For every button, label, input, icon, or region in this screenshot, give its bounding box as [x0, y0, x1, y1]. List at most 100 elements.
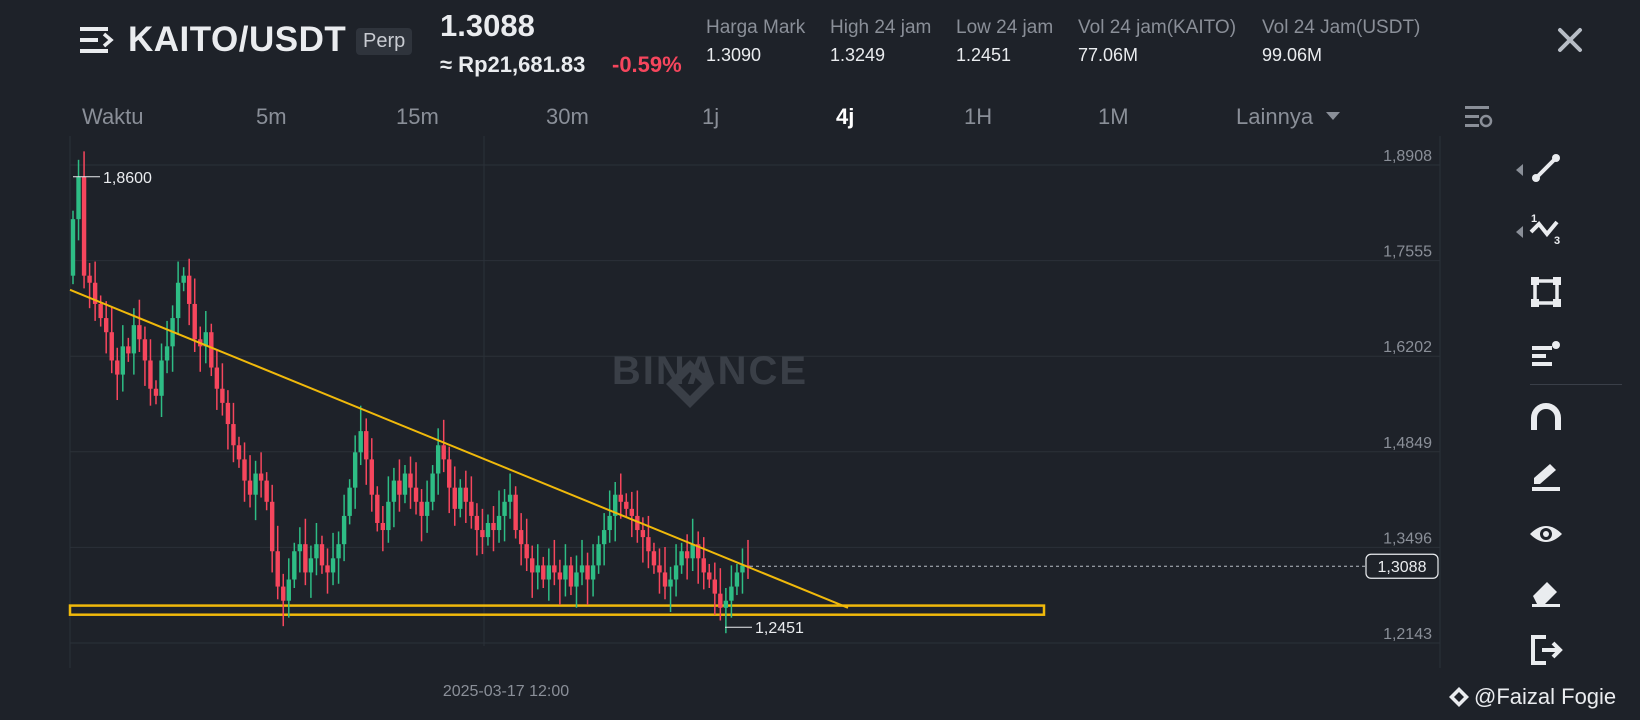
close-icon[interactable]: [1554, 24, 1586, 56]
high-24h-label: High 24 jam: [830, 17, 932, 38]
rectangle-icon[interactable]: [1528, 274, 1564, 310]
candle-body: [131, 325, 137, 354]
candle-body: [325, 565, 330, 573]
candle-body: [740, 565, 745, 573]
candle-body: [264, 480, 269, 502]
candlestick-chart[interactable]: BINANCE 1,89081,75551,62021,48491,34961,…: [0, 136, 1516, 720]
chevron-down-icon[interactable]: [1326, 112, 1340, 120]
candle-body: [718, 593, 723, 608]
candle-body: [115, 360, 120, 375]
candle-body: [397, 480, 402, 495]
candle-body: [635, 515, 640, 531]
candle-body: [380, 522, 386, 531]
last-price-tag: [1365, 553, 1439, 579]
candle-body: [275, 551, 280, 587]
candle-body: [640, 530, 646, 538]
expand-caret-icon[interactable]: [1516, 164, 1523, 176]
tab-30m[interactable]: 30m: [546, 104, 589, 129]
candle-body: [524, 544, 529, 559]
eraser-icon[interactable]: [1528, 574, 1564, 610]
credit-watermark: @Faizal Fogie: [1474, 684, 1617, 709]
tab-1h-day[interactable]: 1H: [964, 104, 993, 129]
candle-body: [109, 332, 114, 361]
candle-body: [662, 572, 668, 587]
candle-body: [159, 360, 164, 396]
exit-icon[interactable]: [1528, 632, 1564, 668]
candle-body: [712, 579, 718, 594]
candle-body: [181, 275, 186, 283]
y-axis-label: 1,8908: [1383, 148, 1432, 165]
candle-body: [137, 325, 142, 340]
candle-body: [574, 572, 579, 587]
candle-body: [369, 459, 374, 495]
contract-badge: Perp: [356, 28, 413, 55]
high-price-label: 1,8600: [103, 170, 152, 187]
tab-5m[interactable]: 5m: [256, 104, 287, 129]
tab-1j[interactable]: 1j: [702, 104, 720, 129]
trendline: [69, 288, 849, 609]
vol-kaito-label: Vol 24 jam(KAITO): [1078, 17, 1237, 38]
tab-1m-month[interactable]: 1M: [1098, 104, 1129, 129]
candle-body: [480, 530, 485, 538]
candle-body: [513, 494, 518, 531]
candle-body: [341, 515, 347, 545]
candle-body: [391, 480, 397, 502]
candle-body: [657, 565, 662, 573]
chart-grid: [69, 136, 1441, 668]
candle-body: [734, 572, 740, 587]
svg-text:1: 1: [1531, 213, 1537, 225]
magnet-icon[interactable]: [1528, 400, 1564, 436]
low-24h-label: Low 24 jam: [956, 17, 1054, 38]
mark-price-value: 1.3090: [706, 45, 762, 65]
tab-time[interactable]: Waktu: [82, 104, 144, 129]
candle-body: [236, 445, 242, 460]
candle-body: [258, 473, 264, 481]
drawing-toolbar: 1 3: [1516, 150, 1640, 710]
candle-body: [452, 487, 457, 509]
tab-more[interactable]: Lainnya: [1236, 104, 1314, 129]
candle-body: [81, 176, 87, 276]
tab-4j[interactable]: 4j: [836, 104, 855, 129]
pencil-icon[interactable]: [1528, 458, 1564, 494]
candle-body: [330, 558, 336, 573]
candle-body: [679, 551, 684, 566]
menu-icon[interactable]: [80, 24, 114, 56]
chart-settings-icon[interactable]: [1464, 104, 1494, 130]
candle-body: [242, 459, 247, 481]
candle-body: [563, 565, 568, 580]
support-zone: [68, 604, 1046, 616]
candle-body: [231, 424, 236, 446]
expand-caret-icon[interactable]: [1516, 226, 1523, 238]
binance-logo-icon: [1449, 687, 1469, 707]
tab-15m[interactable]: 15m: [396, 104, 439, 129]
candle-body: [142, 339, 148, 361]
candle-body: [696, 544, 701, 559]
candle-body: [126, 346, 131, 354]
last-price-label: 1,3088: [1378, 559, 1427, 576]
candle-body: [707, 572, 712, 580]
candle-body: [386, 501, 391, 531]
y-axis-label: 1,4849: [1383, 435, 1432, 452]
candle-body: [507, 494, 513, 502]
candle-body: [358, 431, 363, 453]
fib-icon[interactable]: 1 3: [1528, 212, 1564, 248]
candle-body: [375, 494, 380, 523]
vol-usdt-value: 99.06M: [1262, 45, 1323, 65]
candle-body: [502, 501, 507, 516]
eye-icon[interactable]: [1528, 516, 1564, 552]
candle-body: [673, 565, 679, 580]
candle-body: [590, 565, 596, 580]
candle-body: [546, 565, 552, 580]
candle-body: [214, 367, 220, 389]
candle-body: [303, 544, 308, 573]
candle-body: [518, 530, 524, 545]
vol-usdt-label: Vol 24 Jam(USDT): [1262, 17, 1421, 38]
trendline-icon[interactable]: [1528, 150, 1564, 186]
candle-body: [469, 501, 474, 516]
candle-body: [441, 445, 446, 460]
candle-body: [192, 303, 197, 340]
trading-pair[interactable]: KAITO/USDT: [128, 20, 347, 59]
text-icon[interactable]: [1528, 336, 1564, 372]
candle-body: [585, 565, 590, 580]
candle-body: [308, 558, 314, 573]
